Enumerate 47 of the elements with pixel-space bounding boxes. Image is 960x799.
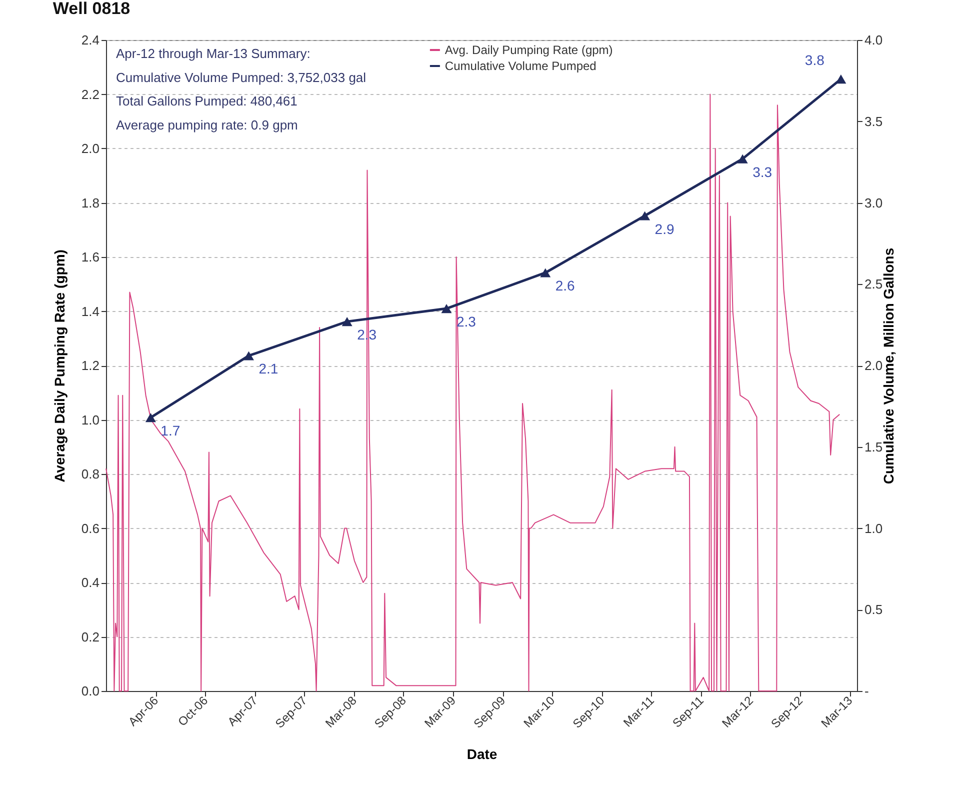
y2-tick-label: - [864, 684, 869, 698]
y-tick-label: 1.4 [81, 304, 100, 319]
y2-tick-label: 3.5 [864, 114, 883, 129]
y-tick-label: 2.4 [81, 32, 100, 48]
y-tick-label: 0.6 [81, 520, 100, 536]
y-tick-label: 1.2 [81, 358, 100, 373]
y2-tick-label: 1.0 [864, 520, 883, 536]
point [342, 317, 352, 326]
y2-tick-label: 2.0 [864, 358, 883, 373]
point [243, 351, 254, 360]
y2-tick-label: 1.5 [864, 439, 883, 454]
y-tick-label: 0.8 [81, 466, 100, 482]
x-axis-title: Date [466, 746, 498, 762]
data-label: 2.6 [555, 278, 576, 294]
legend-label: Cumulative Volume Pumped [444, 59, 596, 73]
annotation: Average pumping rate: 0.9 gpm [116, 117, 298, 132]
annotation: Total Gallons Pumped: 480,461 [116, 94, 298, 109]
y-tick-label: 2.2 [81, 86, 100, 102]
chart-title: Well 0818 [52, 0, 130, 18]
y2-tick-label: 4.0 [864, 32, 883, 48]
data-label: 3.8 [804, 52, 825, 68]
y-tick-label: 1.8 [81, 195, 100, 210]
point [145, 413, 156, 422]
point [540, 268, 551, 278]
y-tick-label: 1.0 [81, 412, 100, 428]
y-tick-label: 0.4 [81, 575, 100, 590]
annotation: Apr-12 through Mar-13 Summary: [116, 46, 310, 61]
y-axis-title: Average Daily Pumping Rate (gpm) [51, 250, 68, 482]
data-label: 3.3 [752, 164, 772, 180]
point [640, 211, 650, 220]
annotation: Cumulative Volume Pumped: 3,752,033 gal [116, 70, 366, 85]
data-label: 2.1 [258, 360, 278, 377]
y2-axis-title: Cumulative Volume, Million Gallons [880, 248, 897, 484]
y-tick-label: 2.0 [81, 141, 100, 156]
y2-tick-label: 0.5 [864, 602, 883, 618]
y-tick-label: 0.0 [81, 684, 100, 698]
y2-tick-label: 2.5 [864, 276, 883, 292]
legend-label: Avg. Daily Pumping Rate (gpm) [444, 43, 613, 57]
point [441, 304, 452, 314]
data-label: 1.7 [160, 422, 180, 439]
y-tick-label: 1.6 [81, 250, 100, 264]
line-series [106, 94, 840, 692]
y2-tick-label: 3.0 [864, 195, 883, 210]
y-tick-label: 0.2 [81, 629, 100, 644]
data-label: 2.9 [654, 220, 674, 237]
point [737, 154, 748, 164]
point [836, 74, 846, 84]
